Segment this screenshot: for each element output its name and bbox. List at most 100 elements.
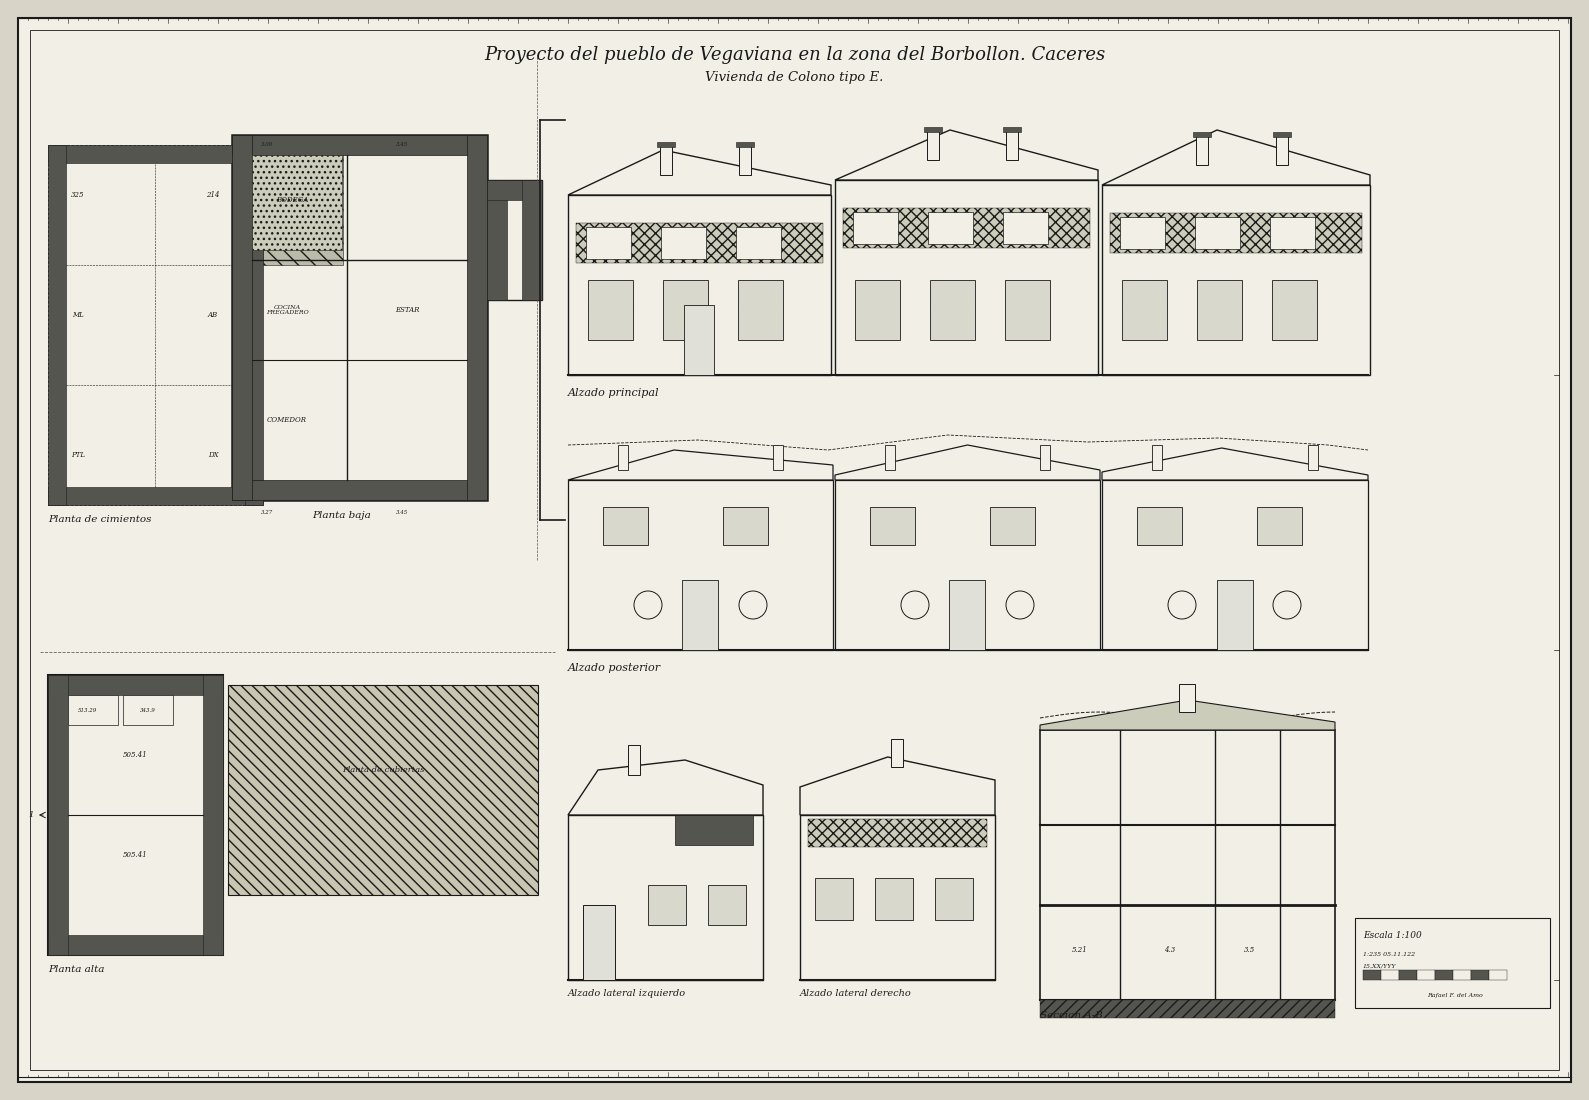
Bar <box>232 135 486 501</box>
Bar <box>1003 126 1022 132</box>
Bar <box>1103 480 1368 650</box>
Bar <box>736 227 782 258</box>
Text: ESTAR: ESTAR <box>394 306 419 313</box>
Text: 513.29: 513.29 <box>78 707 97 713</box>
Text: Planta baja: Planta baja <box>311 512 370 520</box>
Bar <box>990 507 1034 544</box>
Bar <box>486 180 507 300</box>
Bar <box>675 815 753 845</box>
Bar <box>1197 135 1208 165</box>
Bar <box>928 212 972 244</box>
Bar <box>567 195 831 375</box>
Bar <box>1003 212 1049 244</box>
Bar <box>232 480 486 501</box>
Bar <box>659 145 672 175</box>
Bar <box>1138 507 1182 544</box>
Bar <box>1197 280 1243 340</box>
Text: DX: DX <box>208 451 218 459</box>
Text: Planta alta: Planta alta <box>48 966 105 975</box>
Bar <box>815 878 853 920</box>
Bar <box>1004 280 1050 340</box>
Polygon shape <box>1103 448 1368 480</box>
Bar <box>122 695 173 725</box>
Bar <box>1152 446 1162 470</box>
Text: 3.45: 3.45 <box>396 509 408 515</box>
Text: COMEDOR: COMEDOR <box>267 416 307 424</box>
Text: PTL: PTL <box>72 451 84 459</box>
Bar <box>1435 970 1452 980</box>
Bar <box>648 886 686 925</box>
Text: 4.3: 4.3 <box>1165 946 1176 954</box>
Bar <box>1120 217 1165 249</box>
Polygon shape <box>1103 130 1370 185</box>
Text: ML: ML <box>72 311 84 319</box>
Bar <box>663 280 709 340</box>
Bar <box>1111 213 1362 253</box>
Bar <box>926 130 939 159</box>
Bar <box>1398 970 1417 980</box>
Text: 343.9: 343.9 <box>140 707 156 713</box>
Bar <box>891 739 903 767</box>
Bar <box>203 675 222 955</box>
Text: Planta de cimientos: Planta de cimientos <box>48 515 151 524</box>
Bar <box>1355 918 1549 1008</box>
Bar <box>682 580 718 650</box>
Bar <box>602 507 648 544</box>
Text: Alzado lateral derecho: Alzado lateral derecho <box>799 990 912 999</box>
Bar <box>48 675 222 695</box>
Text: BODEGA: BODEGA <box>276 196 308 204</box>
Text: 505.41: 505.41 <box>122 851 148 859</box>
Bar <box>232 135 486 155</box>
Text: AB: AB <box>208 311 218 319</box>
Bar <box>1417 970 1435 980</box>
Bar <box>949 580 985 650</box>
Polygon shape <box>1039 700 1335 730</box>
Bar <box>264 145 343 265</box>
Bar <box>1363 970 1381 980</box>
Text: 325: 325 <box>72 191 84 199</box>
Bar <box>1217 580 1254 650</box>
Bar <box>586 227 631 258</box>
Bar <box>930 280 976 340</box>
Bar <box>807 820 987 847</box>
Bar <box>1039 730 1335 1000</box>
Text: Alzado posterior: Alzado posterior <box>567 663 661 673</box>
Bar <box>834 180 1098 375</box>
Bar <box>253 155 342 250</box>
Bar <box>1452 970 1471 980</box>
Bar <box>723 507 767 544</box>
Bar <box>567 815 763 980</box>
Bar <box>227 685 539 895</box>
Bar <box>876 878 914 920</box>
Bar <box>683 305 713 375</box>
Bar <box>656 142 675 147</box>
Bar <box>739 145 752 175</box>
Bar <box>925 126 942 132</box>
Text: Planta de cubiertas: Planta de cubiertas <box>342 766 424 774</box>
Text: Alzado principal: Alzado principal <box>567 388 659 398</box>
Bar <box>661 227 706 258</box>
Bar <box>575 223 823 263</box>
Bar <box>1006 130 1019 159</box>
Text: Seccion A-B: Seccion A-B <box>1039 1011 1103 1020</box>
Bar <box>48 145 264 163</box>
Bar <box>618 446 628 470</box>
Bar <box>523 180 542 300</box>
Text: 15,XX/YYY: 15,XX/YYY <box>1363 964 1397 968</box>
Bar <box>709 886 745 925</box>
Bar <box>567 480 833 650</box>
Bar <box>1039 1000 1335 1018</box>
Bar <box>736 142 753 147</box>
Text: 3.00: 3.00 <box>261 143 273 147</box>
Bar <box>1381 970 1398 980</box>
Polygon shape <box>567 760 763 815</box>
Text: 3.45: 3.45 <box>396 143 408 147</box>
Bar <box>855 280 899 340</box>
Bar <box>486 180 542 300</box>
Bar <box>1257 507 1301 544</box>
Bar <box>1273 132 1292 138</box>
Polygon shape <box>567 450 833 480</box>
Text: 1: 1 <box>29 811 33 819</box>
Text: 505.41: 505.41 <box>122 751 148 759</box>
Bar <box>48 145 67 505</box>
